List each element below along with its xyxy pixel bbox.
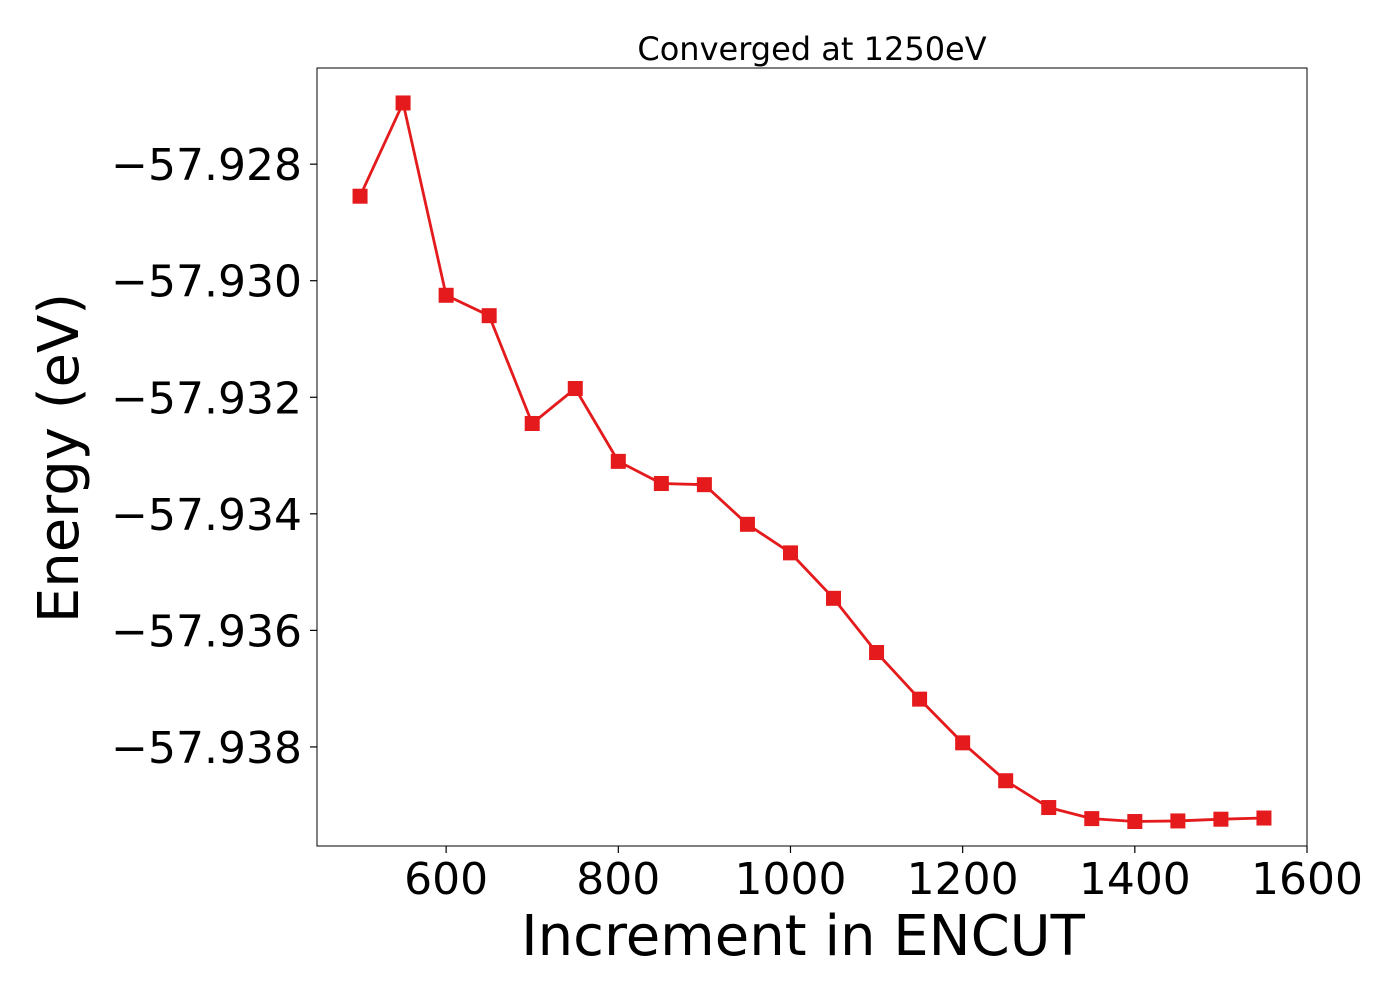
data-point <box>826 590 842 606</box>
data-point <box>1170 813 1186 829</box>
data-point <box>998 773 1014 789</box>
data-point <box>567 381 583 397</box>
y-tick-label: −57.934 <box>111 490 302 541</box>
y-tick-label: −57.930 <box>111 257 302 308</box>
x-tick-label: 1400 <box>1079 854 1191 905</box>
data-point <box>352 188 368 204</box>
data-point <box>610 453 626 469</box>
y-axis-label: Energy (eV) <box>27 293 92 623</box>
plot-area-frame <box>316 67 1308 847</box>
data-point <box>1256 810 1272 826</box>
data-point <box>1127 814 1143 830</box>
y-tick-label: −57.928 <box>111 140 302 191</box>
y-tick-label: −57.932 <box>111 373 302 424</box>
data-point <box>782 545 798 561</box>
data-point <box>739 516 755 532</box>
data-point <box>912 691 928 707</box>
data-point <box>955 735 971 751</box>
data-point <box>869 645 885 661</box>
y-tick-label: −57.938 <box>111 723 302 774</box>
x-tick-label: 1200 <box>907 854 1019 905</box>
data-point <box>1041 800 1057 816</box>
x-tick-label: 1000 <box>734 854 846 905</box>
data-point <box>438 287 454 303</box>
x-axis: 600 800 1000 1200 1400 1600 <box>404 846 1363 905</box>
data-point <box>696 477 712 493</box>
series-layer <box>352 95 1272 830</box>
y-tick-label: −57.936 <box>111 606 302 657</box>
data-point <box>395 95 411 111</box>
chart-title: Converged at 1250eV <box>637 30 986 68</box>
series-line <box>358 101 1264 823</box>
x-tick-label: 1600 <box>1251 854 1363 905</box>
data-point <box>653 476 669 492</box>
x-tick-label: 600 <box>404 854 488 905</box>
data-point <box>1213 811 1229 827</box>
y-axis: −57.928 −57.930 −57.932 −57.934 −57.936 −57.9… <box>111 140 317 774</box>
data-point <box>1084 811 1100 827</box>
data-point <box>524 415 540 431</box>
x-axis-label: Increment in ENCUT <box>521 904 1086 969</box>
data-point <box>481 308 497 324</box>
x-tick-label: 800 <box>576 854 660 905</box>
